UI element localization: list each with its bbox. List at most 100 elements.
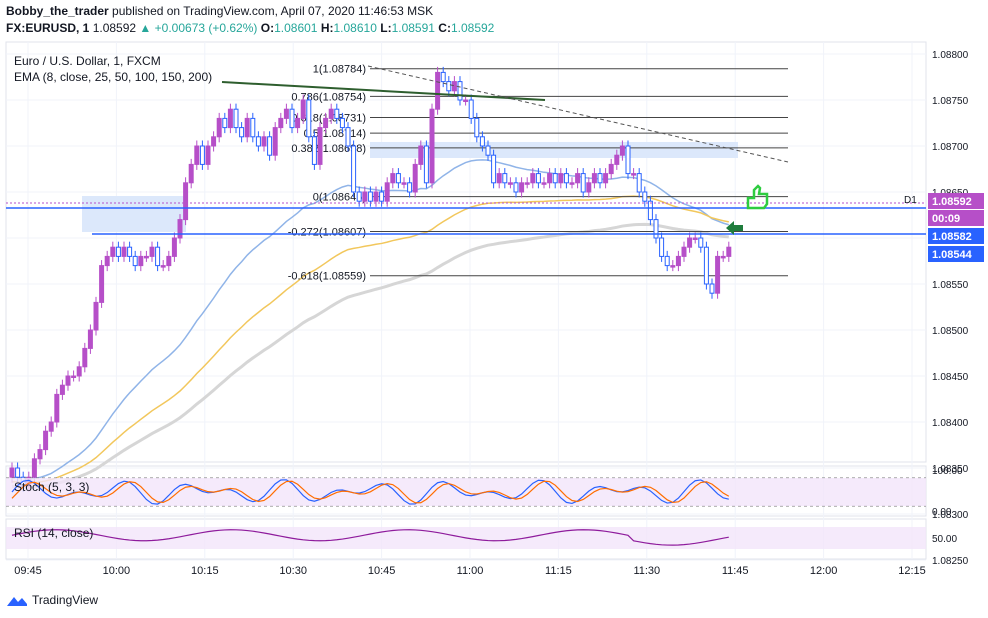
candle-body[interactable] bbox=[87, 329, 93, 349]
candle-body[interactable] bbox=[535, 173, 541, 184]
candle-body[interactable] bbox=[110, 246, 116, 257]
candle-body[interactable] bbox=[183, 182, 189, 221]
candle-body[interactable] bbox=[591, 173, 597, 184]
candle-body[interactable] bbox=[317, 127, 323, 165]
time-axis[interactable]: 09:45 10:00 10:15 10:30 10:45 11:00 11:15 11:30… bbox=[14, 565, 926, 577]
candle-body[interactable] bbox=[48, 421, 54, 432]
candle-body[interactable] bbox=[149, 246, 155, 257]
candle-body[interactable] bbox=[311, 136, 317, 165]
candle-body[interactable] bbox=[502, 173, 508, 184]
candle-body[interactable] bbox=[155, 246, 161, 267]
candle-body[interactable] bbox=[479, 136, 485, 147]
candle-body[interactable] bbox=[362, 191, 368, 202]
candle-body[interactable] bbox=[670, 265, 676, 268]
candle-body[interactable] bbox=[300, 99, 306, 119]
candle-body[interactable] bbox=[239, 127, 245, 138]
candle-body[interactable] bbox=[631, 173, 637, 176]
candle-body[interactable] bbox=[653, 219, 659, 239]
candle-body[interactable] bbox=[463, 99, 469, 102]
candle-body[interactable] bbox=[306, 99, 312, 138]
candle-body[interactable] bbox=[726, 246, 732, 257]
candle-body[interactable] bbox=[351, 145, 357, 193]
candle-body[interactable] bbox=[43, 430, 49, 451]
candle-body[interactable] bbox=[104, 255, 110, 267]
ema-yellow-line[interactable] bbox=[11, 195, 729, 484]
publisher-name[interactable]: Bobby_the_trader bbox=[6, 4, 109, 18]
candle-body[interactable] bbox=[379, 191, 385, 202]
candle-body[interactable] bbox=[580, 173, 586, 193]
candle-body[interactable] bbox=[569, 182, 575, 185]
candle-body[interactable] bbox=[491, 154, 497, 184]
candle-body[interactable] bbox=[323, 117, 329, 129]
candle-body[interactable] bbox=[59, 384, 65, 395]
candle-body[interactable] bbox=[636, 173, 642, 193]
candle-body[interactable] bbox=[267, 136, 273, 156]
candle-body[interactable] bbox=[715, 255, 721, 294]
candle-body[interactable] bbox=[603, 173, 609, 184]
candle-body[interactable] bbox=[160, 265, 166, 268]
candle-body[interactable] bbox=[334, 108, 340, 119]
candle-body[interactable] bbox=[143, 255, 149, 259]
candle-body[interactable] bbox=[586, 182, 592, 193]
candle-body[interactable] bbox=[93, 301, 99, 331]
candle-body[interactable] bbox=[166, 255, 172, 267]
candle-body[interactable] bbox=[647, 200, 653, 221]
candle-body[interactable] bbox=[188, 163, 194, 184]
trendline-dashed[interactable] bbox=[367, 65, 789, 163]
candle-body[interactable] bbox=[440, 71, 446, 83]
candle-body[interactable] bbox=[507, 182, 513, 185]
candle-body[interactable] bbox=[261, 136, 267, 147]
candle-body[interactable] bbox=[395, 173, 401, 184]
candle-body[interactable] bbox=[283, 108, 289, 119]
candle-body[interactable] bbox=[289, 108, 295, 129]
candle-body[interactable] bbox=[216, 117, 222, 138]
candle-body[interactable] bbox=[687, 237, 693, 248]
candle-body[interactable] bbox=[390, 173, 396, 184]
candle-body[interactable] bbox=[31, 458, 37, 478]
candle-body[interactable] bbox=[423, 145, 429, 184]
candle-body[interactable] bbox=[227, 108, 233, 129]
candle-body[interactable] bbox=[15, 467, 21, 478]
candle-body[interactable] bbox=[541, 182, 547, 185]
candle-body[interactable] bbox=[127, 246, 133, 257]
candle-body[interactable] bbox=[614, 154, 620, 165]
candle-body[interactable] bbox=[115, 246, 121, 257]
candle-body[interactable] bbox=[222, 117, 228, 129]
candle-body[interactable] bbox=[619, 145, 625, 156]
price-axis[interactable]: 1.088001.087501.087001.086501.086001.085… bbox=[932, 50, 969, 567]
candle-body[interactable] bbox=[255, 136, 261, 147]
candle-body[interactable] bbox=[692, 237, 698, 240]
candle-body[interactable] bbox=[171, 237, 177, 257]
candle-body[interactable] bbox=[328, 108, 334, 119]
candle-body[interactable] bbox=[339, 117, 345, 129]
candle-body[interactable] bbox=[513, 182, 519, 193]
candle-body[interactable] bbox=[356, 191, 362, 202]
candle-body[interactable] bbox=[205, 145, 211, 165]
candle-body[interactable] bbox=[552, 173, 558, 184]
candle-body[interactable] bbox=[519, 182, 525, 193]
candle-body[interactable] bbox=[435, 71, 441, 110]
candle-body[interactable] bbox=[709, 283, 715, 294]
candle-body[interactable] bbox=[233, 108, 239, 129]
candle-body[interactable] bbox=[664, 255, 670, 267]
candle-body[interactable] bbox=[278, 117, 284, 129]
candle-body[interactable] bbox=[530, 173, 536, 184]
candle-body[interactable] bbox=[295, 117, 301, 129]
trendline-green[interactable] bbox=[221, 81, 546, 101]
candle-body[interactable] bbox=[99, 265, 105, 303]
candle-body[interactable] bbox=[65, 375, 71, 386]
candle-body[interactable] bbox=[485, 145, 491, 156]
candle-body[interactable] bbox=[418, 145, 424, 165]
candle-body[interactable] bbox=[244, 117, 250, 138]
candle-body[interactable] bbox=[54, 393, 60, 423]
candle-body[interactable] bbox=[524, 182, 530, 185]
candle-body[interactable] bbox=[121, 246, 127, 257]
candle-body[interactable] bbox=[547, 173, 553, 184]
candle-body[interactable] bbox=[138, 255, 144, 267]
candle-body[interactable] bbox=[468, 99, 474, 119]
candle-body[interactable] bbox=[496, 173, 502, 184]
candle-body[interactable] bbox=[367, 191, 373, 202]
candle-body[interactable] bbox=[698, 237, 704, 248]
candle-body[interactable] bbox=[451, 81, 457, 92]
candle-body[interactable] bbox=[412, 163, 418, 193]
